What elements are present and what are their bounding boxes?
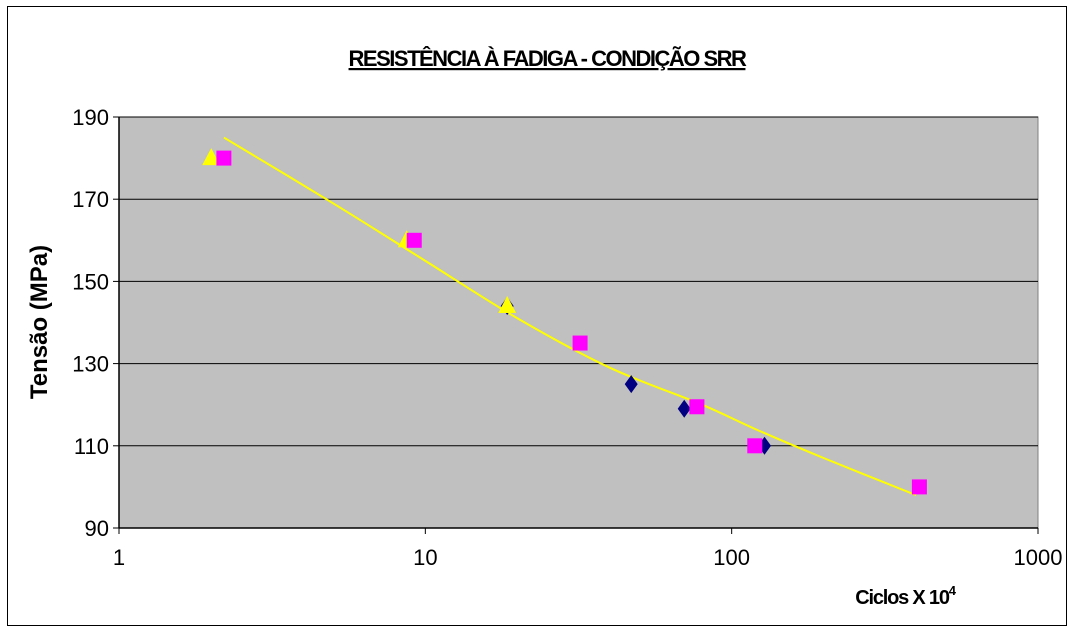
data-point-triangle-3 (498, 296, 517, 314)
data-point-square-4 (689, 399, 705, 415)
axes (113, 116, 1039, 534)
data-point-square-5 (747, 438, 763, 454)
x-tick-label: 1000 (1014, 545, 1063, 570)
data-point-triangle-1 (202, 148, 221, 166)
data-point-diamond-3 (677, 399, 691, 418)
y-tick-label: 90 (85, 516, 109, 541)
y-tick-label: 170 (72, 187, 109, 212)
trendline (223, 136, 917, 497)
y-tick-label: 150 (72, 269, 109, 294)
y-tick-label: 130 (72, 352, 109, 377)
y-tick-label: 190 (72, 105, 109, 130)
data-point-square-2 (406, 232, 422, 248)
x-tick-label: 100 (713, 545, 750, 570)
x-tick-label: 1 (113, 545, 125, 570)
data-point-square-3 (572, 335, 588, 351)
x-tick-label: 10 (413, 545, 437, 570)
x-axis-label-superscript: 4 (949, 583, 957, 598)
plot-area (118, 116, 1039, 529)
data-point-square-1 (216, 150, 232, 166)
data-points (202, 148, 927, 495)
data-point-diamond-2 (624, 375, 638, 394)
x-axis-label: Ciclos X 104 (855, 583, 957, 609)
y-axis-label: Tensão (MPa) (26, 245, 53, 399)
y-tick-label: 110 (74, 434, 109, 459)
chart-title: RESISTÊNCIA À FADIGA - CONDIÇÃO SRR (349, 46, 748, 71)
x-axis-label-main: Ciclos X 10 (855, 587, 950, 609)
data-point-square-6 (911, 479, 927, 495)
